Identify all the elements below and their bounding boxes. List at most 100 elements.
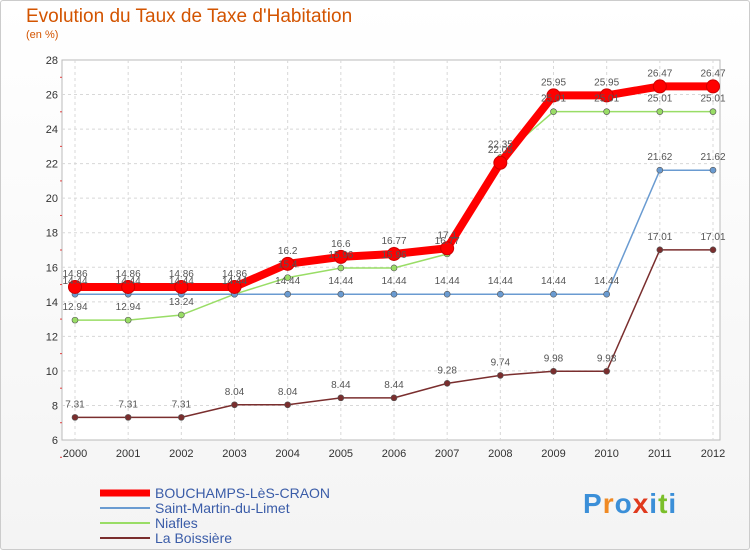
data-label: 7.31	[118, 399, 138, 410]
data-point	[443, 290, 451, 298]
data-point	[390, 394, 398, 402]
logo-letter: x	[632, 488, 650, 519]
chart-subtitle: (en %)	[26, 29, 59, 41]
data-point	[71, 414, 79, 421]
x-tick-label: 2010	[594, 448, 618, 460]
data-point	[337, 290, 345, 298]
data-label: 14.86	[222, 269, 247, 280]
data-label: 14.44	[594, 276, 619, 287]
data-point	[121, 279, 136, 294]
y-tick-label: 24	[46, 124, 58, 136]
data-point	[709, 108, 717, 115]
data-point	[603, 367, 610, 375]
data-label: 21.62	[647, 152, 672, 163]
data-label: 16.6	[331, 239, 351, 250]
data-point	[603, 290, 610, 298]
data-label: 14.86	[169, 269, 194, 280]
data-point	[497, 290, 504, 298]
legend-label: La Boissière	[155, 530, 232, 546]
y-tick-label: 18	[46, 228, 58, 240]
x-tick-label: 2011	[648, 448, 672, 460]
data-point	[231, 401, 238, 409]
data-point	[390, 290, 398, 298]
data-label: 14.44	[275, 276, 300, 287]
data-label: 14.44	[116, 276, 141, 287]
data-point	[387, 246, 401, 261]
data-point	[390, 264, 398, 272]
x-tick-label: 2012	[701, 448, 725, 460]
data-point	[656, 246, 664, 254]
data-label: 25.01	[647, 94, 672, 105]
data-point	[333, 249, 348, 264]
axis-layer: 6 8 10 12 14 16 18 20 22 24 26 28 2000 2001 2002 2003 20…	[46, 55, 725, 460]
data-label: 25.01	[541, 94, 566, 105]
x-tick-label: 2000	[63, 448, 87, 460]
logo-letter: r	[602, 488, 615, 519]
data-label: 8.44	[384, 380, 404, 391]
data-point	[656, 108, 664, 115]
data-label: 25.01	[594, 94, 619, 105]
data-label: 14.86	[62, 269, 87, 280]
data-point	[337, 264, 345, 272]
data-label: 15.96	[328, 250, 353, 261]
data-point	[493, 155, 508, 170]
data-point	[124, 414, 132, 421]
data-label: 8.04	[225, 387, 245, 398]
legend-label: Saint-Martin-du-Limet	[155, 500, 290, 516]
data-label: 8.44	[331, 380, 351, 391]
data-point	[656, 166, 664, 174]
logo-letter: P	[583, 488, 603, 519]
y-tick-label: 8	[52, 400, 58, 412]
y-tick-label: 16	[46, 262, 58, 274]
data-label: 12.94	[62, 302, 87, 313]
y-tick-label: 20	[46, 193, 58, 205]
data-label: 26.47	[700, 68, 725, 79]
data-label: 14.44	[541, 276, 566, 287]
legend-label: Niafles	[155, 515, 198, 531]
y-tick-label: 10	[46, 366, 58, 378]
data-label: 21.62	[700, 152, 725, 163]
data-point	[178, 311, 185, 319]
y-tick-label: 22	[46, 159, 58, 171]
data-point	[443, 380, 451, 387]
data-label: 9.98	[597, 353, 617, 364]
y-tick-label: 26	[46, 90, 58, 102]
x-tick-label: 2006	[382, 448, 406, 460]
data-label: 15.96	[381, 250, 406, 261]
data-label: 9.28	[437, 365, 457, 376]
logo-letter: i	[668, 488, 678, 519]
data-point	[709, 246, 717, 254]
data-point	[174, 279, 189, 294]
x-tick-label: 2009	[541, 448, 565, 460]
data-label: 14.44	[222, 276, 247, 287]
data-point	[599, 88, 614, 103]
data-label: 16.2	[278, 246, 298, 257]
data-label: 17.01	[647, 232, 672, 243]
data-point	[440, 241, 455, 256]
data-label: 25.95	[541, 77, 566, 88]
data-label: 9.98	[544, 353, 564, 364]
data-point	[284, 274, 291, 281]
y-tick-label: 12	[46, 331, 58, 343]
data-label: 25.95	[594, 77, 619, 88]
data-label: 14.44	[62, 276, 87, 287]
y-tick-label: 6	[52, 435, 58, 447]
legend: BOUCHAMPS-LèS-CRAONSaint-Martin-du-Limet…	[100, 485, 330, 546]
data-point	[497, 372, 504, 379]
series-layer	[68, 79, 720, 421]
data-point	[284, 401, 291, 409]
data-point	[68, 279, 82, 294]
data-label: 14.44	[381, 276, 406, 287]
data-label: 14.44	[222, 276, 247, 287]
data-point	[337, 394, 345, 402]
data-label: 17.01	[700, 232, 725, 243]
data-label: 14.44	[328, 276, 353, 287]
x-tick-label: 2007	[435, 448, 459, 460]
y-tick-label: 14	[46, 297, 58, 309]
data-point	[709, 166, 717, 174]
data-point	[550, 367, 557, 375]
data-point	[227, 279, 242, 294]
data-point	[706, 79, 720, 94]
